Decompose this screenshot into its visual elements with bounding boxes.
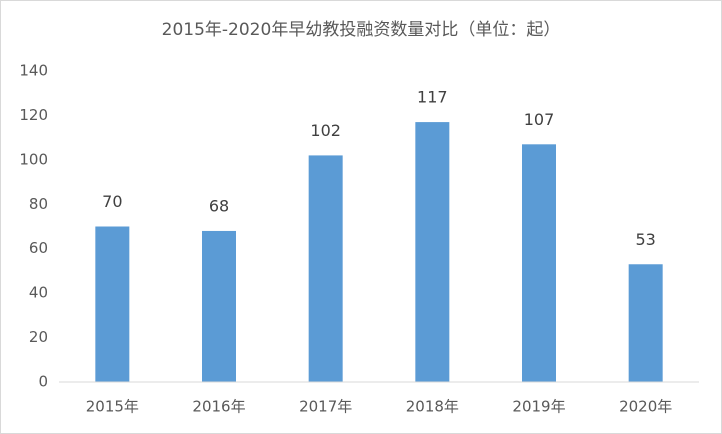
x-tick-label: 2016年 <box>192 398 245 416</box>
y-tick-label: 120 <box>19 106 48 124</box>
y-tick-label: 20 <box>29 328 48 346</box>
data-label: 70 <box>102 192 122 211</box>
data-label: 53 <box>635 230 655 249</box>
x-tick-label: 2018年 <box>406 398 459 416</box>
data-label: 117 <box>417 88 448 107</box>
y-tick-label: 60 <box>29 239 48 257</box>
y-tick-label: 40 <box>29 284 48 302</box>
data-label: 102 <box>310 121 341 140</box>
data-label: 107 <box>524 110 555 129</box>
x-tick-label: 2020年 <box>619 398 672 416</box>
bar <box>308 155 343 382</box>
x-tick-label: 2019年 <box>512 398 565 416</box>
y-tick-label: 140 <box>19 62 48 80</box>
x-tick-label: 2015年 <box>86 398 139 416</box>
bar <box>202 230 236 382</box>
chart-title: 2015年-2020年早幼教投融资数量对比（单位：起） <box>162 20 561 40</box>
bar <box>522 144 556 382</box>
bar <box>415 122 450 382</box>
bar <box>95 226 130 382</box>
y-tick-label: 0 <box>38 373 48 391</box>
data-label: 68 <box>209 196 229 215</box>
y-tick-label: 80 <box>29 195 48 213</box>
bar <box>628 264 663 382</box>
y-tick-label: 100 <box>19 150 48 168</box>
x-tick-label: 2017年 <box>299 398 352 416</box>
